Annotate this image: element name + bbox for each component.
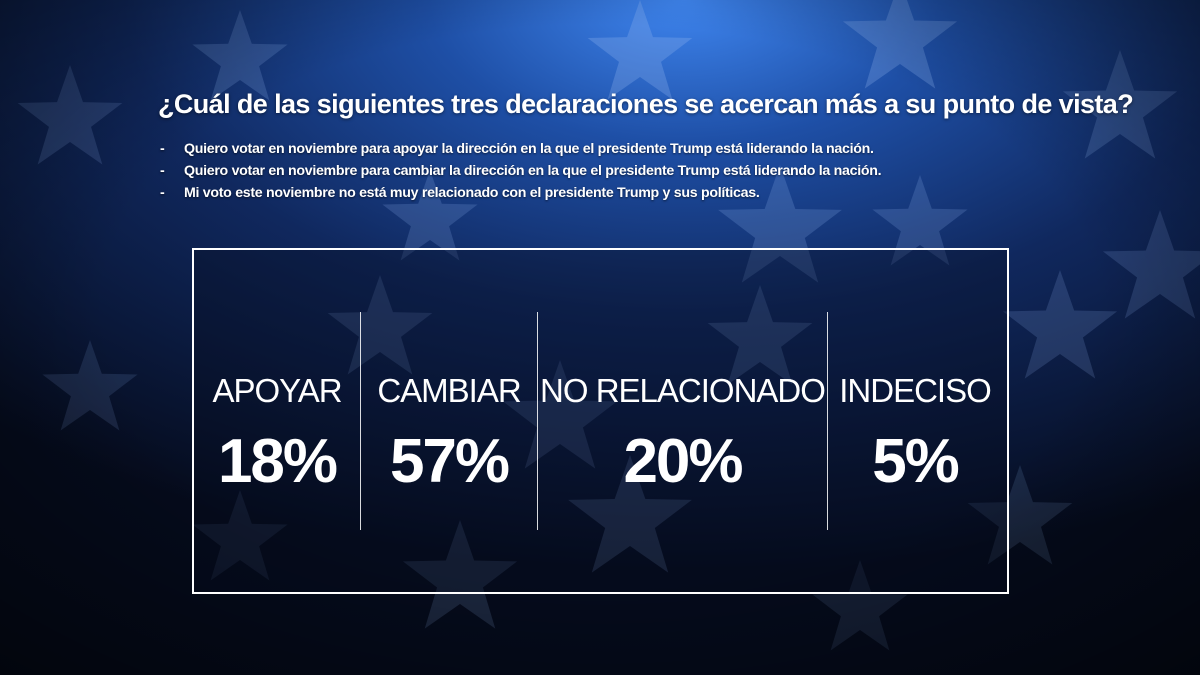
result-no-relacionado: NO RELACIONADO 20% (538, 250, 827, 592)
result-cambiar: CAMBIAR 57% (361, 250, 537, 592)
bullet-dash: - (160, 185, 165, 201)
results-box: APOYAR 18% CAMBIAR 57% NO RELACIONADO 20… (192, 248, 1009, 594)
column-divider (537, 312, 538, 530)
result-indeciso: INDECISO 5% (828, 250, 1002, 592)
column-divider (360, 312, 361, 530)
result-label: APOYAR (212, 372, 342, 409)
result-label: NO RELACIONADO (540, 372, 826, 409)
statement-list: - Quiero votar en noviembre para apoyar l… (160, 138, 1060, 204)
result-apoyar: APOYAR 18% (194, 250, 360, 592)
result-percent: 18% (217, 427, 338, 496)
statement-text: Quiero votar en noviembre para cambiar l… (184, 163, 882, 179)
column-divider (827, 312, 828, 530)
statement-text: Mi voto este noviembre no está muy relac… (184, 185, 760, 201)
bullet-dash: - (160, 141, 165, 157)
result-percent: 57% (389, 427, 510, 496)
question-heading: ¿Cuál de las siguientes tres declaracion… (158, 89, 1134, 119)
result-percent: 5% (872, 427, 960, 496)
result-percent: 20% (623, 427, 743, 496)
statement-item: - Quiero votar en noviembre para cambiar … (160, 160, 1060, 182)
statement-text: Quiero votar en noviembre para apoyar la… (184, 141, 874, 157)
result-label: INDECISO (839, 372, 992, 409)
result-label: CAMBIAR (377, 372, 521, 409)
statement-item: - Mi voto este noviembre no está muy rela… (160, 182, 1060, 204)
statement-item: - Quiero votar en noviembre para apoyar l… (160, 138, 1060, 160)
bullet-dash: - (160, 163, 165, 179)
